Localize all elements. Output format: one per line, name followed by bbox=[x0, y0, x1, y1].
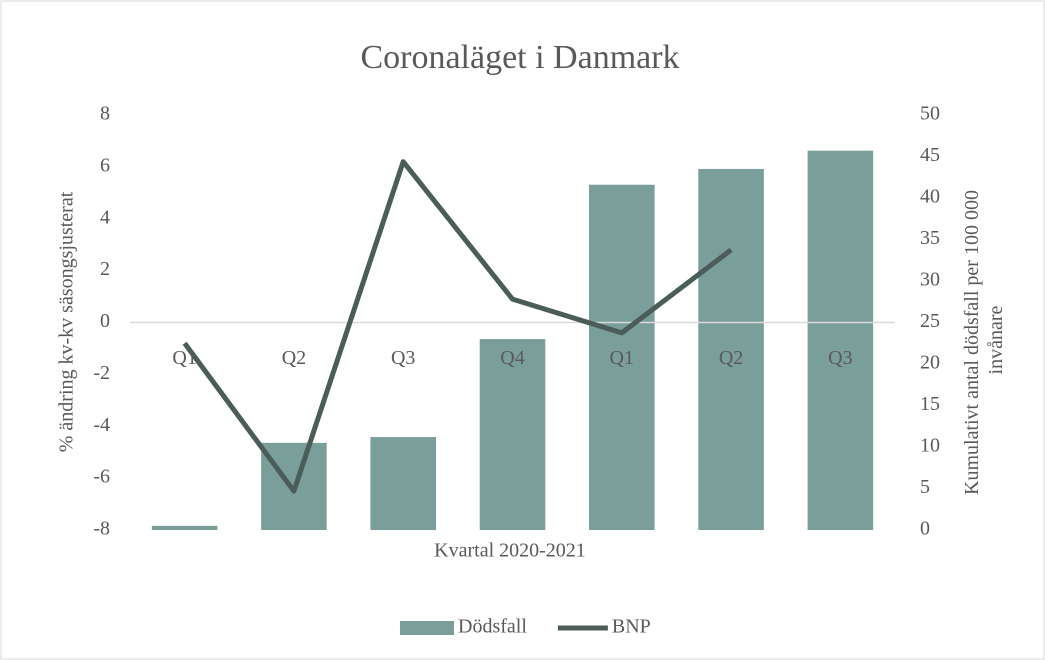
y2-tick-label: 0 bbox=[920, 518, 930, 540]
y2-tick-label: 40 bbox=[920, 186, 940, 208]
x-tick-label: Q3 bbox=[828, 347, 852, 369]
bar bbox=[807, 150, 874, 530]
y-tick-label: -2 bbox=[93, 362, 110, 384]
y2-tick-label: 25 bbox=[920, 310, 940, 332]
x-tick-label: Q3 bbox=[391, 347, 415, 369]
y2-tick-label: 35 bbox=[920, 227, 940, 249]
y2-tick-label: 5 bbox=[920, 476, 930, 498]
legend-label: BNP bbox=[612, 616, 651, 638]
y-tick-label: -4 bbox=[93, 414, 110, 436]
y-tick-label: -6 bbox=[93, 466, 110, 488]
y-tick-label: 2 bbox=[100, 258, 110, 280]
x-tick-label: Q2 bbox=[719, 347, 743, 369]
bar bbox=[479, 339, 546, 530]
y2-tick-label: 10 bbox=[920, 435, 940, 457]
y-tick-label: 8 bbox=[100, 103, 110, 125]
y2-tick-label: 15 bbox=[920, 393, 940, 415]
x-tick-label: Q4 bbox=[500, 347, 524, 369]
y2-tick-label: 50 bbox=[920, 103, 940, 125]
bar bbox=[698, 168, 764, 530]
y2-tick-label: 45 bbox=[920, 144, 940, 166]
y2-axis-label: Kumulativt antal dödsfall per 100 000 in… bbox=[961, 185, 1007, 495]
line-series bbox=[182, 159, 733, 494]
x-tick-label: Q2 bbox=[282, 347, 306, 369]
y-tick-label: 4 bbox=[100, 206, 110, 228]
y-tick-label: 6 bbox=[100, 154, 110, 176]
bar bbox=[151, 525, 218, 530]
x-axis-label: Kvartal 2020-2021 bbox=[434, 540, 586, 562]
bar bbox=[370, 437, 436, 530]
y-tick-label: 0 bbox=[100, 310, 110, 332]
bar bbox=[589, 184, 655, 530]
x-tick-label: Q1 bbox=[610, 347, 634, 369]
y-axis-label: % ändring kv-kv säsongsjusterat bbox=[56, 191, 78, 452]
chart-title: Coronaläget i Danmark bbox=[360, 39, 679, 76]
y-tick-label: -8 bbox=[93, 518, 110, 540]
y2-tick-label: 30 bbox=[920, 269, 940, 291]
y2-tick-label: 20 bbox=[920, 352, 940, 374]
legend-swatch bbox=[400, 621, 454, 635]
legend-label: Dödsfall bbox=[458, 616, 527, 638]
